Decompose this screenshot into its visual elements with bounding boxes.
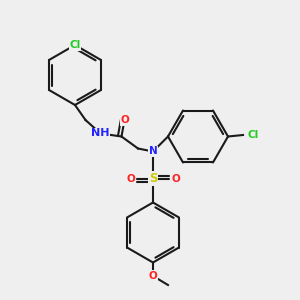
Text: Cl: Cl <box>69 40 81 50</box>
Text: O: O <box>120 115 129 125</box>
Text: O: O <box>148 271 158 281</box>
Text: O: O <box>171 173 180 184</box>
Text: Cl: Cl <box>248 130 259 140</box>
Text: O: O <box>126 173 135 184</box>
Text: N: N <box>148 146 158 157</box>
Text: NH: NH <box>91 128 110 139</box>
Text: S: S <box>149 172 157 185</box>
